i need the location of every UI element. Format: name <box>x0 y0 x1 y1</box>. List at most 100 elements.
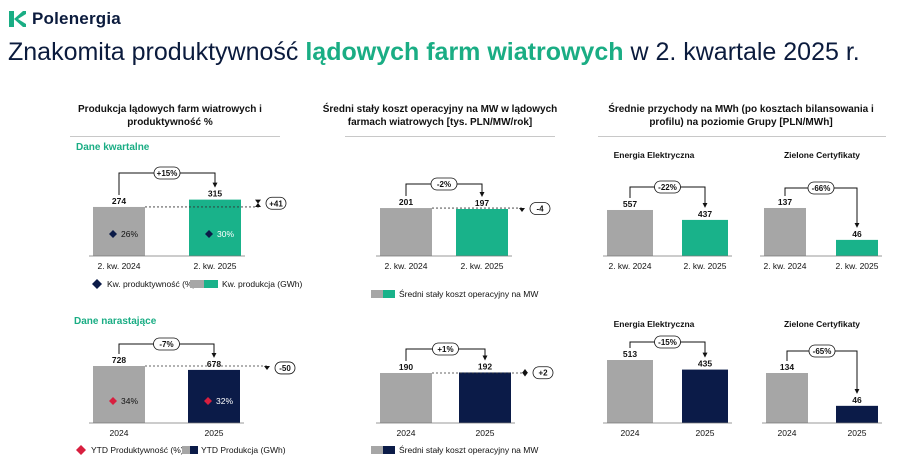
section-label-quarterly: Dane kwartalne <box>76 142 150 153</box>
certs-subtitle-quarterly: Zielone Certyfikaty <box>783 150 861 160</box>
energy_q-bar <box>607 209 653 256</box>
energy_q-value-label: 557 <box>623 199 637 209</box>
column-divider <box>598 136 886 137</box>
prod_q-bar <box>189 199 241 256</box>
section-label-cumulative: Dane narastające <box>74 316 157 327</box>
energy_q-category-label: 2. kw. 2024 <box>608 261 651 271</box>
certs_q-bar <box>836 239 878 256</box>
legend-opex-quarterly: Średni stały koszt operacyjny na MW <box>371 289 538 299</box>
column-divider <box>70 136 280 137</box>
certs_c-change-label: -65% <box>813 347 832 356</box>
prod_c-productivity-marker <box>109 397 117 405</box>
gray-swatch-icon <box>190 280 204 288</box>
certs_q-category-label: 2. kw. 2025 <box>835 261 878 271</box>
energy_c-category-label: 2025 <box>696 428 715 438</box>
prod_q-change-label: +15% <box>157 169 178 178</box>
energy_c-value-label: 513 <box>623 349 637 359</box>
legend-production-cumulative: YTD Produkcja (GWh) <box>182 445 286 455</box>
prod_c-change-label: -7% <box>159 340 173 349</box>
opex_q-value-label: 197 <box>475 198 489 208</box>
brand-logo: Polenergia <box>8 9 121 29</box>
opex_q-category-label: 2. kw. 2024 <box>384 261 427 271</box>
prod_c-productivity-label: 32% <box>216 396 233 406</box>
opex_c-delta-arrow-icon <box>522 368 528 373</box>
title-part-2: w 2. kwartale 2025 r. <box>623 38 860 66</box>
certs_q-bar <box>764 207 806 256</box>
opex_q-delta-badge <box>529 202 551 215</box>
energy_q-change-badge <box>654 180 681 194</box>
legend-opex-cumulative: Średni stały koszt operacyjny na MW <box>371 445 538 455</box>
certs_c-category-label: 2024 <box>778 428 797 438</box>
prod_q-delta-badge <box>265 196 287 210</box>
opex_q-category-label: 2. kw. 2025 <box>460 261 503 271</box>
prod_q-delta-arrow-icon <box>255 202 261 207</box>
legend-production-quarterly: Kw. produkcja (GWh) <box>190 279 302 289</box>
opex_q-bar <box>456 208 508 256</box>
certs_q-value-label: 137 <box>778 197 792 207</box>
certs_c-bar <box>836 405 878 423</box>
legend-label: Kw. produktywność (%) <box>107 279 196 289</box>
opex_c-value-label: 192 <box>478 361 492 371</box>
opex_q-delta-arrow-icon <box>519 208 525 213</box>
navy-swatch-icon <box>383 446 395 454</box>
prod_q-value-label: 274 <box>112 196 126 206</box>
opex_c-change-label: +1% <box>437 345 453 354</box>
opex_q-value-label: 201 <box>399 197 413 207</box>
gray-swatch-icon <box>371 446 383 454</box>
prod_c-bar <box>93 365 145 423</box>
prod_c-productivity-label: 34% <box>121 396 138 406</box>
legend-label: YTD Produkcja (GWh) <box>201 445 286 455</box>
opex_c-change-badge <box>432 342 459 356</box>
prod_c-productivity-marker <box>204 397 212 405</box>
title-part-1: Znakomita produktywność <box>8 38 306 66</box>
navy-swatch-icon <box>190 446 198 454</box>
energy_q-value-label: 437 <box>698 209 712 219</box>
legend-label: Średni stały koszt operacyjny na MW <box>399 289 539 299</box>
prod_c-category-label: 2025 <box>205 428 224 438</box>
prod_c-value-label: 678 <box>207 359 221 369</box>
prod_c-delta-arrow-icon <box>264 365 270 370</box>
energy_c-bar <box>682 369 728 423</box>
energy_c-bar <box>607 360 653 423</box>
prod_q-change-badge <box>153 166 181 180</box>
legend-label: Średni stały koszt operacyjny na MW <box>399 445 539 455</box>
energy_c-category-label: 2024 <box>621 428 640 438</box>
diamond-marker-icon <box>92 279 102 289</box>
diamond-marker-icon <box>76 445 86 455</box>
prod_q-category-label: 2. kw. 2024 <box>97 261 140 271</box>
prod_q-category-label: 2. kw. 2025 <box>193 261 236 271</box>
gray-swatch-icon <box>182 446 190 454</box>
opex_c-category-label: 2025 <box>476 428 495 438</box>
certs_q-value-label: 46 <box>852 229 862 239</box>
column-divider <box>345 136 555 137</box>
opex_c-bar <box>380 372 432 423</box>
opex-column-title: Średni stały koszt operacyjny na MW w lą… <box>322 104 558 128</box>
prod_c-category-label: 2024 <box>110 428 129 438</box>
prod_q-delta-arrow-icon <box>255 199 261 204</box>
opex_c-delta-arrow-icon <box>522 372 528 377</box>
revenue-column-title: Średnie przychody na MWh (po kosztach bi… <box>608 104 874 128</box>
prod_c-delta-label: -50 <box>279 364 291 373</box>
prod_c-value-label: 728 <box>112 355 126 365</box>
certs-subtitle-cumulative: Zielone Certyfikaty <box>783 319 861 329</box>
opex_c-delta-label: +2 <box>538 369 548 378</box>
opex_c-bar <box>459 372 511 423</box>
opex_q-change-label: -2% <box>437 180 451 189</box>
polenergia-logo-icon <box>9 11 26 27</box>
brand-name: Polenergia <box>32 9 121 28</box>
energy_c-change-label: -15% <box>658 338 677 347</box>
prod_q-productivity-label: 26% <box>121 229 138 239</box>
certs_q-category-label: 2. kw. 2024 <box>763 261 806 271</box>
opex_q-bar <box>380 208 432 256</box>
legend-label: YTD Produktywność (%) <box>91 445 184 455</box>
prod_q-delta-label: +41 <box>269 199 283 208</box>
prod_q-productivity-marker <box>205 230 213 238</box>
legend-label: Kw. produkcja (GWh) <box>222 279 303 289</box>
certs_q-change-badge <box>807 181 835 195</box>
certs_q-change-label: -66% <box>812 184 831 193</box>
prod_q-productivity-marker <box>109 230 117 238</box>
certs_c-bar <box>766 373 808 423</box>
energy_q-change-label: -22% <box>658 183 677 192</box>
production-column-title: Produkcja lądowych farm wiatrowych i pro… <box>78 104 262 128</box>
energy-subtitle-cumulative: Energia Elektryczna <box>613 319 695 329</box>
